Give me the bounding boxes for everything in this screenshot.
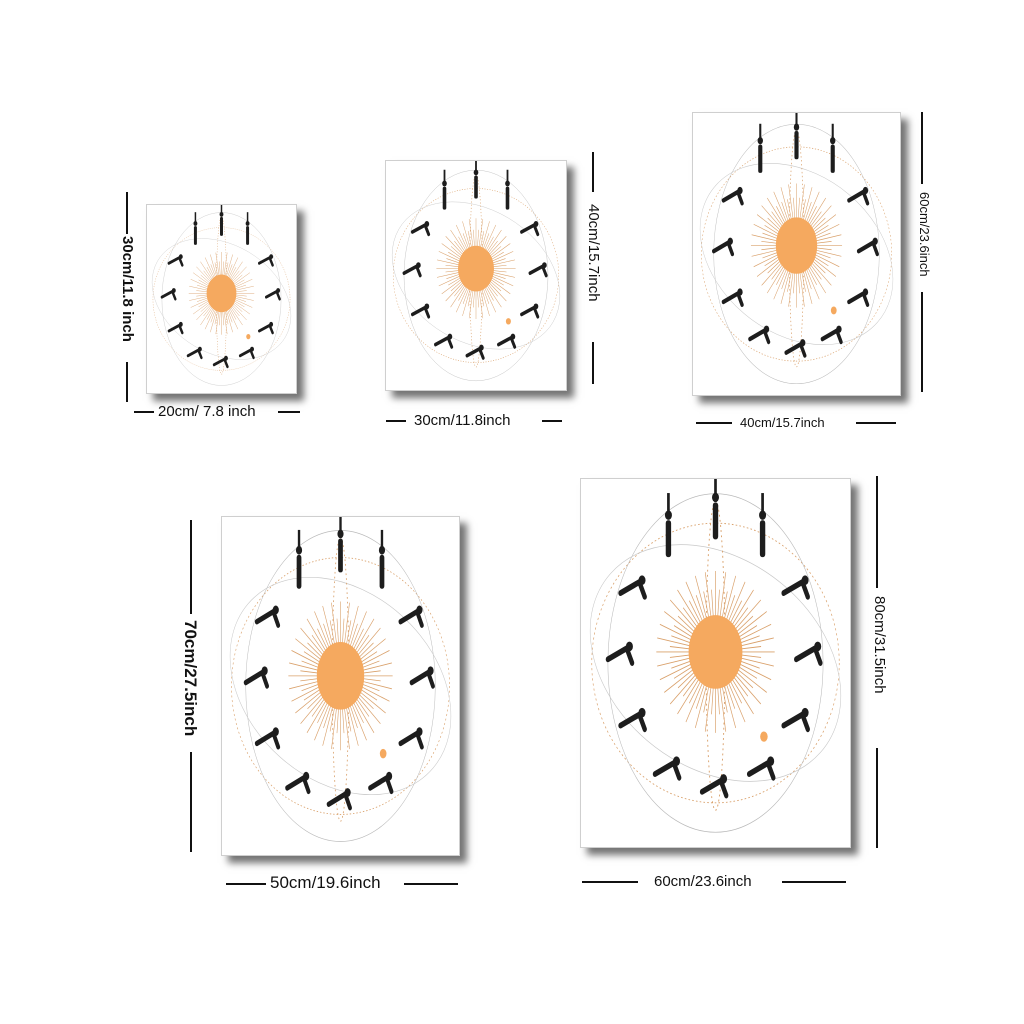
sun-salutation-artwork: [699, 113, 894, 385]
height-line-bottom: [190, 752, 192, 852]
height-label-40x60: 60cm/23.6inch: [917, 192, 932, 277]
poster-40x60: [692, 112, 901, 396]
poster-50x70: [221, 516, 460, 856]
width-line-right: [542, 420, 562, 422]
sun-salutation-artwork: [589, 479, 842, 833]
height-line-top: [190, 520, 192, 614]
width-label-20x30: 20cm/ 7.8 inch: [158, 403, 256, 420]
width-line-right: [782, 881, 846, 883]
width-line-left: [134, 411, 154, 413]
height-line-bottom: [126, 362, 128, 402]
height-line-bottom: [592, 342, 594, 384]
sun-salutation-artwork: [229, 517, 452, 842]
width-line-left: [226, 883, 266, 885]
height-label-20x30: 30cm/11.8 inch: [119, 236, 136, 342]
height-line-bottom: [876, 748, 878, 848]
height-label-60x80: 80cm/31.5inch: [871, 596, 888, 694]
width-label-60x80: 60cm/23.6inch: [654, 873, 752, 890]
height-line-top: [126, 192, 128, 234]
poster-30x40: [385, 160, 567, 391]
sun-salutation-artwork: [151, 205, 292, 386]
width-line-right: [278, 411, 300, 413]
height-line-top: [592, 152, 594, 192]
height-label-30x40: 40cm/15.7inch: [585, 204, 602, 302]
poster-60x80: [580, 478, 851, 848]
width-line-right: [404, 883, 458, 885]
height-line-bottom: [921, 292, 923, 392]
height-label-50x70: 70cm/27.5inch: [181, 620, 200, 737]
width-label-50x70: 50cm/19.6inch: [270, 873, 381, 892]
width-label-40x60: 40cm/15.7inch: [740, 415, 825, 430]
sun-salutation-artwork: [391, 161, 561, 382]
width-line-right: [856, 422, 896, 424]
width-line-left: [582, 881, 638, 883]
poster-20x30: [146, 204, 297, 394]
height-line-top: [876, 476, 878, 588]
width-line-left: [696, 422, 732, 424]
width-label-30x40: 30cm/11.8inch: [414, 412, 511, 429]
height-line-top: [921, 112, 923, 184]
width-line-left: [386, 420, 406, 422]
